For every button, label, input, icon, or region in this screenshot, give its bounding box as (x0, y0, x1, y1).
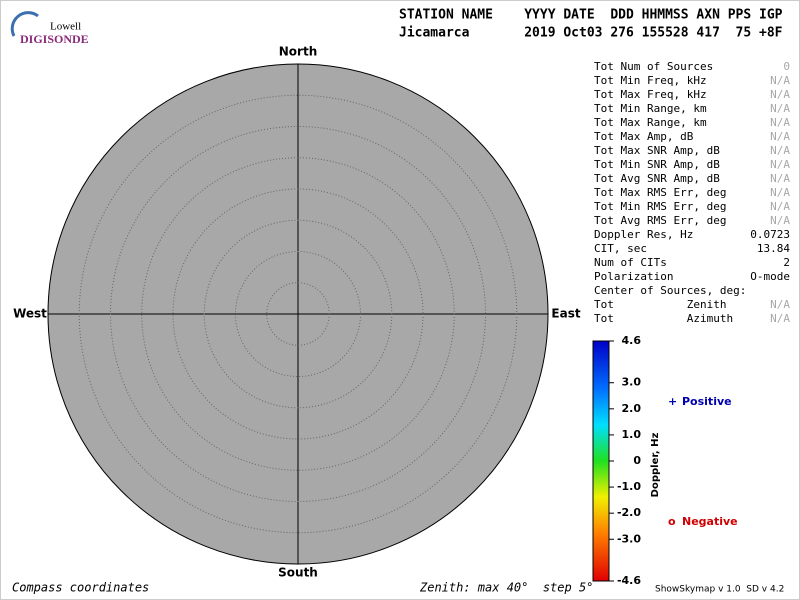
stat-label: Tot Min Range, km (594, 102, 707, 115)
stat-value: N/A (770, 200, 790, 213)
stat-value: N/A (770, 102, 790, 115)
logo-arc (10, 11, 39, 37)
west-label: West (13, 307, 47, 321)
colorbar-tick-label: 2.0 (622, 402, 642, 415)
logo-product: DIGISONDE (20, 32, 89, 46)
colorbar-title: Doppler, Hz (650, 433, 661, 498)
colorbar-tick-label: -2.0 (617, 506, 641, 519)
zenith-ring (203, 219, 393, 409)
stat-value: N/A (770, 214, 790, 227)
stat-value: N/A (770, 298, 790, 311)
colorbar-tick-label: 1.0 (622, 428, 642, 441)
zenith-ring (172, 188, 424, 440)
stat-value: N/A (770, 144, 790, 157)
colorbar-tick-label: 3.0 (622, 376, 642, 389)
zenith-ring (235, 251, 361, 377)
colorbar-tick-label: 0 (633, 454, 641, 467)
stat-label: Tot Num of Sources (594, 60, 713, 73)
zenith-ring (266, 282, 330, 346)
stat-label: Tot Zenith (594, 298, 726, 311)
stat-label: Tot Max RMS Err, deg (594, 186, 726, 199)
legend-label: Positive (682, 395, 732, 408)
header-values: Jicamarca 2019 Oct03 276 155528 417 75 +… (399, 26, 783, 41)
stat-value: 0 (783, 60, 790, 73)
south-label: South (278, 566, 318, 580)
stat-label: Tot Azimuth (594, 312, 733, 325)
stat-label: Center of Sources, deg: (594, 284, 746, 297)
stat-value: N/A (770, 172, 790, 185)
stat-label: CIT, sec (594, 242, 647, 255)
zenith-ring (78, 94, 518, 534)
footer-zenith: Zenith: max 40° step 5° (419, 581, 593, 595)
stat-label: Doppler Res, Hz (594, 228, 693, 241)
stat-label: Tot Max Amp, dB (594, 130, 694, 143)
stat-value: N/A (770, 88, 790, 101)
skymap (47, 63, 549, 565)
stat-value: O-mode (750, 270, 790, 283)
stat-value: 2 (783, 256, 790, 269)
footer-coordinates: Compass coordinates (12, 581, 149, 595)
east-label: East (551, 307, 580, 321)
stat-value: N/A (770, 130, 790, 143)
header-columns: STATION NAME YYYY DATE DDD HHMMSS AXN PP… (399, 8, 783, 23)
stat-label: Tot Min SNR Amp, dB (594, 158, 720, 171)
stat-label: Tot Max SNR Amp, dB (594, 144, 720, 157)
legend-label: Negative (682, 515, 738, 528)
stat-label: Polarization (594, 270, 673, 283)
stat-label: Num of CITs (594, 256, 667, 269)
colorbar-tick-label: 4.6 (622, 334, 642, 347)
stat-label: Tot Min Freq, kHz (594, 74, 707, 87)
stat-value: N/A (770, 116, 790, 129)
legend-symbol: o (668, 515, 676, 528)
stat-label: Tot Avg SNR Amp, dB (594, 172, 720, 185)
zenith-ring (110, 126, 486, 502)
stat-label: Tot Avg RMS Err, deg (594, 214, 726, 227)
colorbar-tick-label: -4.6 (617, 574, 641, 587)
colorbar-tick-label: -1.0 (617, 480, 641, 493)
stat-value: N/A (770, 312, 790, 325)
stat-value: 0.0723 (750, 228, 790, 241)
stat-label: Tot Max Freq, kHz (594, 88, 707, 101)
colorbar (592, 340, 610, 582)
colorbar-tick-label: -3.0 (617, 532, 641, 545)
stat-value: N/A (770, 74, 790, 87)
north-label: North (279, 45, 317, 59)
stat-label: Tot Min RMS Err, deg (594, 200, 726, 213)
stat-label: Tot Max Range, km (594, 116, 707, 129)
stat-value: 13.84 (757, 242, 790, 255)
footer-version: ShowSkymap v 1.0 SD v 4.2 (655, 585, 784, 595)
zenith-ring (141, 157, 455, 471)
legend-symbol: + (668, 395, 677, 408)
stat-value: N/A (770, 186, 790, 199)
stat-value: N/A (770, 158, 790, 171)
logo-org: Lowell (50, 21, 81, 33)
